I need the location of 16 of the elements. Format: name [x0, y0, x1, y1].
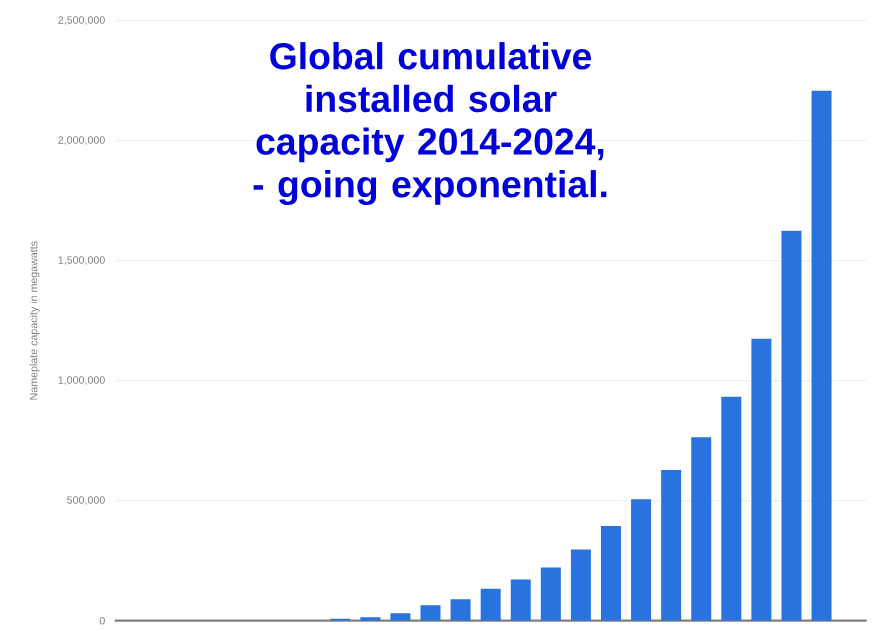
bar — [811, 90, 832, 621]
bar — [540, 567, 561, 621]
bar — [601, 526, 621, 621]
text: Global cumulative installed solar capacity 2014-2024, - going exponential. — [253, 42, 607, 206]
bar — [751, 338, 772, 621]
bar — [661, 469, 682, 621]
bar — [480, 588, 501, 621]
bar — [510, 579, 531, 621]
bar — [691, 437, 712, 621]
bar — [721, 396, 742, 621]
bar — [390, 613, 411, 621]
bar — [450, 599, 471, 621]
bar — [781, 230, 802, 621]
bar — [420, 605, 441, 621]
bar — [570, 549, 591, 621]
bar — [631, 499, 652, 621]
